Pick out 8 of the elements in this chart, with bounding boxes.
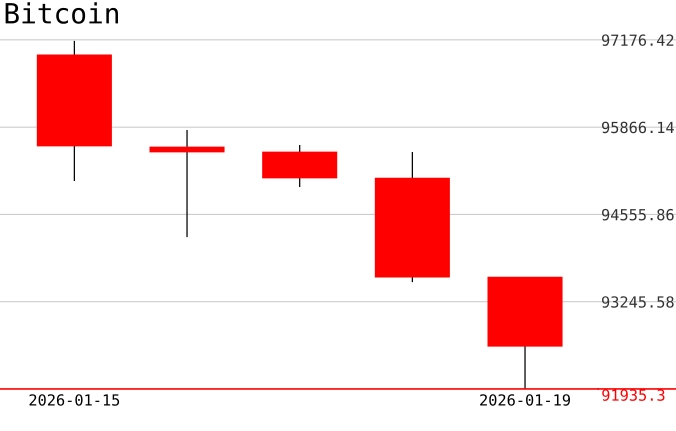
- y-tick-label: 93245.58: [602, 296, 674, 308]
- y-tick-label: 97176.42: [602, 34, 674, 46]
- y-tick-label: 94555.86: [602, 208, 674, 220]
- ref-line-label: 91935.3: [602, 389, 664, 401]
- x-tick-label: 2026-01-15: [30, 394, 120, 406]
- y-tick-label: 95866.14: [602, 122, 674, 134]
- chart-title: Bitcoin: [6, 2, 118, 24]
- x-tick-label: 2026-01-19: [480, 394, 570, 406]
